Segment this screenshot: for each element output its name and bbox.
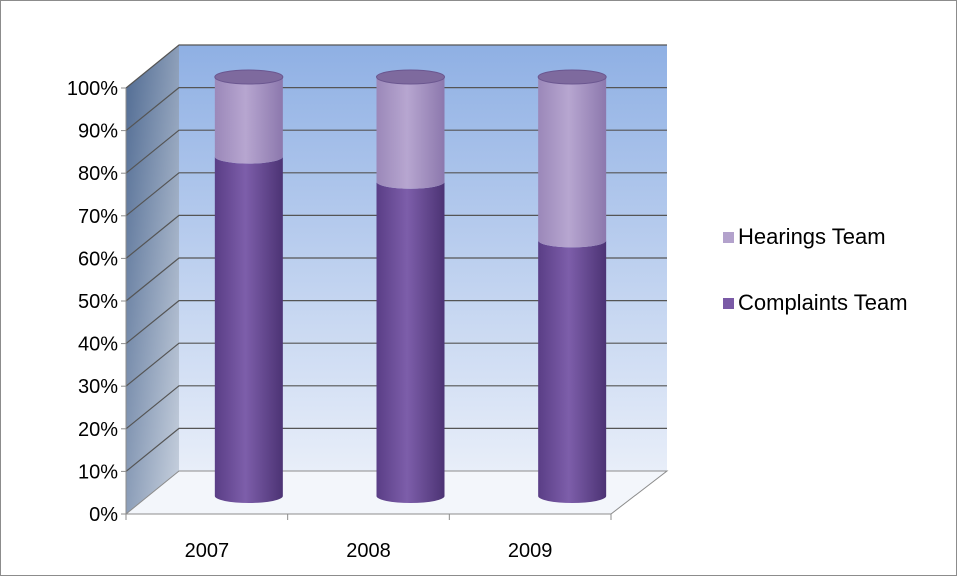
legend-swatch [723,232,734,243]
x-tick-label: 2009 [508,540,553,562]
legend-label: Complaints Team [738,290,908,315]
cylinder-top-cap [537,69,607,85]
cylinder-segment-complaints-team [376,181,445,503]
gridline [125,86,667,132]
y-tick-labels: 0% 10% 20% 30% 40% 50% 60% 70% 80% 90% 100% [67,78,126,526]
y-tick-label: 0% [89,504,118,526]
y-tick-label: 90% [78,121,118,143]
cylinder-segment-complaints-team [214,156,283,504]
y-tick-label: 80% [78,163,118,185]
cylinders [214,69,607,504]
cylinder-top-cap [214,69,284,85]
gridline [125,300,667,345]
y-tick-label: 60% [78,248,118,270]
cylinder-segment-hearings-team [538,77,607,248]
cylinder-segment-hearings-team [214,77,283,164]
gridline [125,257,667,302]
gridline [125,214,667,259]
y-tick-label: 50% [78,291,118,313]
legend-label: Hearings Team [738,224,886,249]
x-tick-label: 2008 [346,540,391,562]
cylinder-segment-hearings-team [376,77,445,189]
y-tick-label: 100% [67,78,118,100]
y-tick-label: 70% [78,206,118,228]
gridline [125,129,667,174]
y-tick-label: 40% [78,334,118,356]
x-tick-label: 2007 [185,540,230,562]
y-tick-label: 20% [78,419,118,441]
y-tick-label: 30% [78,376,118,398]
gridlines [125,44,667,472]
legend-swatch [723,298,734,309]
x-tick-labels: 2007 2008 2009 [125,514,612,562]
cylinder-segment-complaints-team [538,240,607,503]
gridline [125,172,667,217]
gridline [125,342,667,387]
cylinder-top-cap [376,69,445,85]
gridline [125,427,667,472]
gridline [125,44,667,89]
y-tick-label: 10% [78,461,118,483]
legend: Hearings Team Complaints Team [723,224,908,315]
gridline [125,385,667,430]
